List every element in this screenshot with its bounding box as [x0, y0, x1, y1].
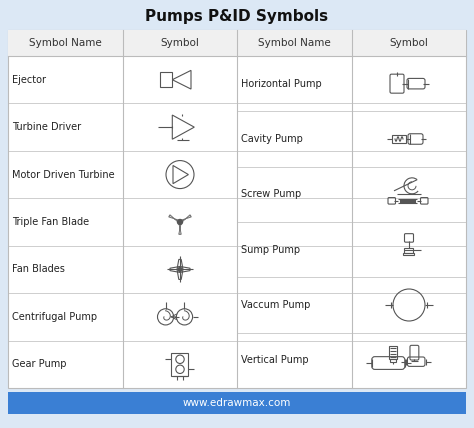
Text: Symbol: Symbol: [161, 38, 200, 48]
Bar: [392, 135, 406, 143]
Text: www.edrawmax.com: www.edrawmax.com: [183, 398, 291, 408]
Circle shape: [178, 268, 182, 271]
Bar: [237, 30, 466, 56]
Text: Symbol Name: Symbol Name: [29, 38, 102, 48]
Bar: [8, 30, 237, 56]
Text: Symbol Name: Symbol Name: [258, 38, 331, 48]
Polygon shape: [169, 215, 179, 222]
Bar: [8, 392, 466, 414]
Text: Pumps P&ID Symbols: Pumps P&ID Symbols: [146, 9, 328, 24]
Text: Fan Blades: Fan Blades: [12, 265, 65, 274]
Text: Gear Pump: Gear Pump: [12, 359, 66, 369]
Polygon shape: [181, 215, 191, 222]
Bar: [160, 72, 173, 87]
Polygon shape: [179, 224, 181, 235]
Bar: [389, 346, 397, 359]
Text: Vertical Pump: Vertical Pump: [241, 355, 309, 366]
Bar: [404, 248, 413, 253]
Text: Motor Driven Turbine: Motor Driven Turbine: [12, 169, 115, 180]
Text: Horizontal Pump: Horizontal Pump: [241, 79, 322, 89]
Text: Sump Pump: Sump Pump: [241, 245, 300, 255]
Text: Turbine Driver: Turbine Driver: [12, 122, 81, 132]
Text: Screw Pump: Screw Pump: [241, 189, 301, 199]
Text: Symbol: Symbol: [390, 38, 428, 48]
Bar: [403, 253, 414, 255]
Text: Vaccum Pump: Vaccum Pump: [241, 300, 310, 310]
Text: Ejector: Ejector: [12, 75, 46, 85]
Bar: [172, 353, 189, 376]
Bar: [8, 30, 466, 388]
Text: Triple Fan Blade: Triple Fan Blade: [12, 217, 89, 227]
Bar: [390, 359, 396, 362]
Text: Centrifugal Pump: Centrifugal Pump: [12, 312, 97, 322]
Text: Cavity Pump: Cavity Pump: [241, 134, 303, 144]
Circle shape: [177, 220, 182, 225]
